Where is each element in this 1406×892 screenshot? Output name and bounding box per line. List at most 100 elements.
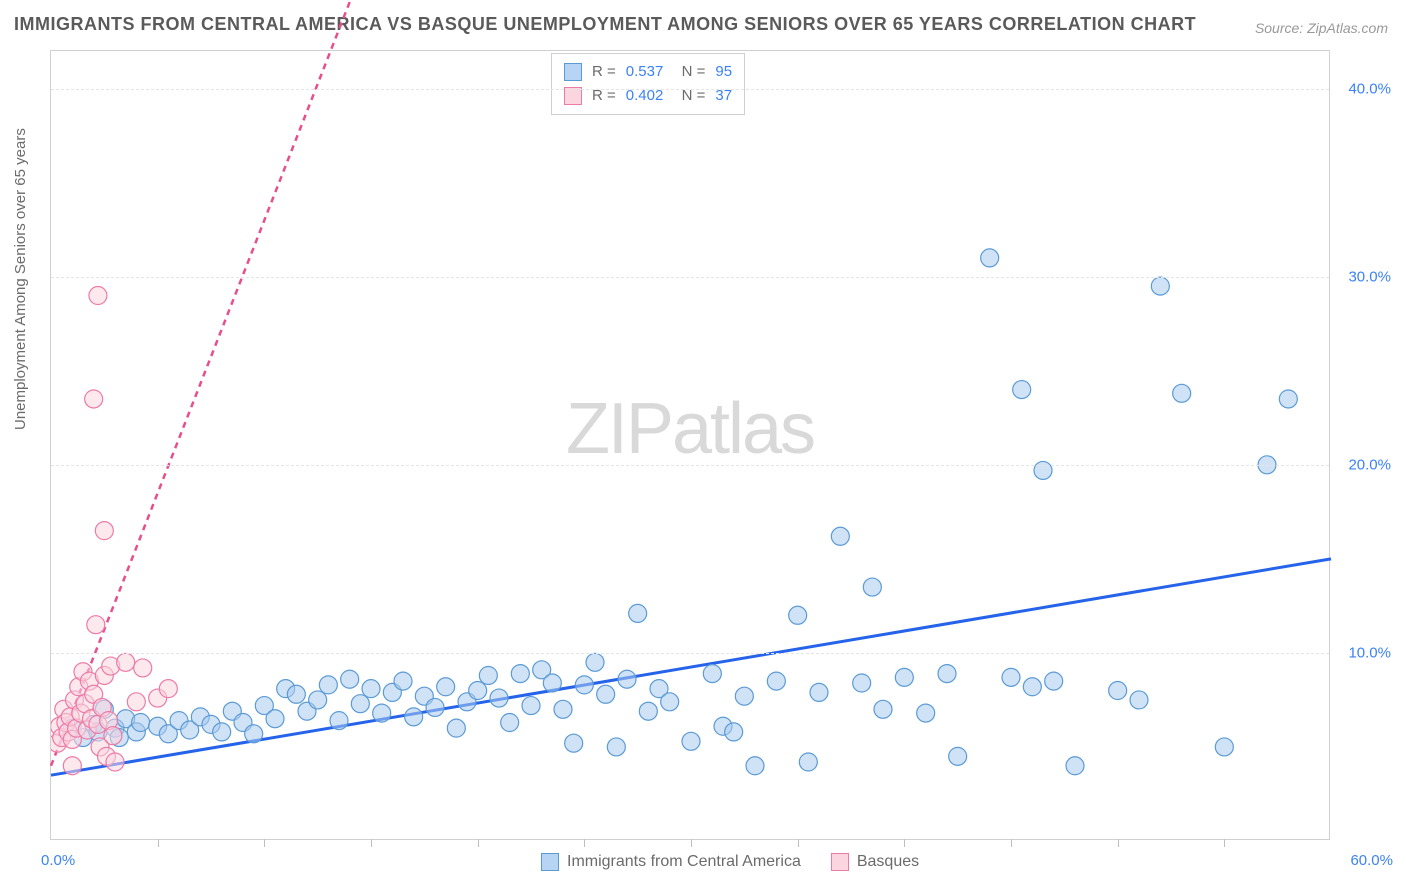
data-point [618,670,636,688]
chart-title: IMMIGRANTS FROM CENTRAL AMERICA VS BASQU… [14,14,1196,35]
y-axis-label: Unemployment Among Seniors over 65 years [12,128,29,430]
scatter-svg [51,51,1329,839]
data-point [938,665,956,683]
x-tick [1011,839,1012,847]
data-point [95,522,113,540]
data-point [543,674,561,692]
data-point [426,698,444,716]
data-point [373,704,391,722]
data-point [159,680,177,698]
data-point [341,670,359,688]
data-point [949,747,967,765]
data-point [1066,757,1084,775]
data-point [725,723,743,741]
legend-label-pink: Basques [857,853,919,871]
data-point [287,685,305,703]
x-origin-label: 0.0% [41,852,75,869]
n-value-blue: 95 [715,60,732,84]
data-point [319,676,337,694]
plot-area: ZIPatlas R = 0.537 N = 95 R = 0.402 N = … [50,50,1330,840]
stats-legend: R = 0.537 N = 95 R = 0.402 N = 37 [551,53,745,115]
data-point [597,685,615,703]
data-point [511,665,529,683]
x-tick [1224,839,1225,847]
data-point [134,659,152,677]
data-point [981,249,999,267]
data-point [1151,277,1169,295]
series-group [63,249,1297,775]
data-point [117,653,135,671]
x-tick [904,839,905,847]
data-point [63,757,81,775]
x-tick [264,839,265,847]
data-point [746,757,764,775]
data-point [501,714,519,732]
data-point [565,734,583,752]
data-point [490,689,508,707]
x-tick [798,839,799,847]
x-tick [478,839,479,847]
data-point [639,702,657,720]
legend-item-pink: Basques [831,853,919,871]
x-tick [584,839,585,847]
data-point [330,712,348,730]
data-point [682,732,700,750]
y-tick-label: 30.0% [1348,268,1391,285]
gridline [51,277,1329,278]
stats-row-blue: R = 0.537 N = 95 [564,60,732,84]
data-point [799,753,817,771]
data-point [245,725,263,743]
data-point [469,682,487,700]
legend-label-blue: Immigrants from Central America [567,853,801,871]
data-point [661,693,679,711]
gridline [51,89,1329,90]
data-point [106,753,124,771]
data-point [437,678,455,696]
data-point [554,700,572,718]
data-point [895,668,913,686]
data-point [266,710,284,728]
data-point [405,708,423,726]
swatch-blue-icon [541,853,559,871]
data-point [586,653,604,671]
data-point [1279,390,1297,408]
data-point [1130,691,1148,709]
y-tick-label: 40.0% [1348,80,1391,97]
series-legend: Immigrants from Central America Basques [541,853,919,871]
data-point [1109,682,1127,700]
x-max-label: 60.0% [1350,852,1393,869]
x-tick [371,839,372,847]
data-point [810,683,828,701]
data-point [1013,381,1031,399]
data-point [213,723,231,741]
data-point [575,676,593,694]
gridline [51,653,1329,654]
series-group [48,287,177,775]
r-value-blue: 0.537 [626,60,664,84]
legend-item-blue: Immigrants from Central America [541,853,801,871]
data-point [1023,678,1041,696]
x-tick [158,839,159,847]
r-value-pink: 0.402 [626,84,664,108]
data-point [351,695,369,713]
data-point [1045,672,1063,690]
x-tick [691,839,692,847]
data-point [89,287,107,305]
data-point [87,616,105,634]
x-tick [1118,839,1119,847]
data-point [1215,738,1233,756]
trend-line [51,0,478,766]
swatch-blue-icon [564,63,582,81]
data-point [362,680,380,698]
swatch-pink-icon [564,87,582,105]
data-point [874,700,892,718]
data-point [629,604,647,622]
data-point [735,687,753,705]
data-point [309,691,327,709]
data-point [104,727,122,745]
data-point [85,390,103,408]
data-point [1002,668,1020,686]
gridline [51,465,1329,466]
data-point [917,704,935,722]
data-point [607,738,625,756]
